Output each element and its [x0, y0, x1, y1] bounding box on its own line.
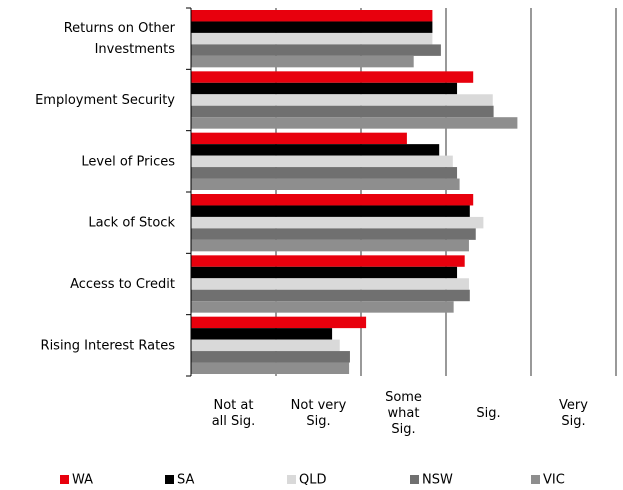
legend-label: SA [177, 473, 194, 488]
y-tick-label: Rising Interest Rates [41, 338, 176, 353]
x-band-label: Some what Sig. [385, 390, 422, 437]
bar [191, 255, 465, 267]
bar [191, 301, 454, 313]
legend-swatch [60, 475, 69, 484]
legend-swatch [165, 475, 174, 484]
bar [191, 10, 433, 22]
bar [191, 205, 470, 217]
legend-swatch [410, 475, 419, 484]
legend-label: VIC [543, 473, 565, 488]
bar [191, 105, 494, 118]
bar [191, 194, 474, 206]
legend-label: WA [72, 473, 93, 488]
bar [191, 21, 433, 33]
bar [191, 132, 407, 145]
y-tick-label: Returns on Other Investments [64, 21, 176, 57]
legend-label: NSW [422, 473, 453, 488]
bar [191, 216, 484, 229]
bar [191, 228, 476, 240]
x-band-label: Not very Sig. [291, 398, 347, 429]
bar [191, 289, 470, 302]
bar [191, 32, 433, 45]
bar [191, 144, 440, 156]
bar [191, 167, 458, 179]
legend-label: QLD [299, 473, 327, 488]
bar [191, 55, 414, 68]
x-band-label: Not at all Sig. [212, 398, 256, 429]
bar [191, 328, 333, 340]
bar [191, 71, 474, 83]
bar [191, 278, 469, 290]
bar [191, 239, 469, 252]
bar [191, 44, 441, 56]
bar [191, 117, 518, 129]
legend-swatch [287, 475, 296, 484]
bar [191, 362, 350, 374]
bar [191, 339, 340, 352]
bar [191, 82, 458, 95]
y-tick-label: Access to Credit [70, 277, 175, 292]
y-tick-label: Employment Security [35, 93, 175, 108]
y-tick-label: Level of Prices [81, 154, 175, 169]
x-band-label: Very Sig. [559, 398, 588, 429]
legend-swatch [531, 475, 540, 484]
x-band-label: Sig. [476, 406, 500, 421]
y-tick-label: Lack of Stock [88, 215, 175, 230]
bar [191, 316, 367, 329]
bar [191, 155, 453, 168]
bar [191, 94, 493, 106]
bar [191, 178, 460, 190]
bar [191, 351, 350, 363]
bar [191, 266, 458, 279]
